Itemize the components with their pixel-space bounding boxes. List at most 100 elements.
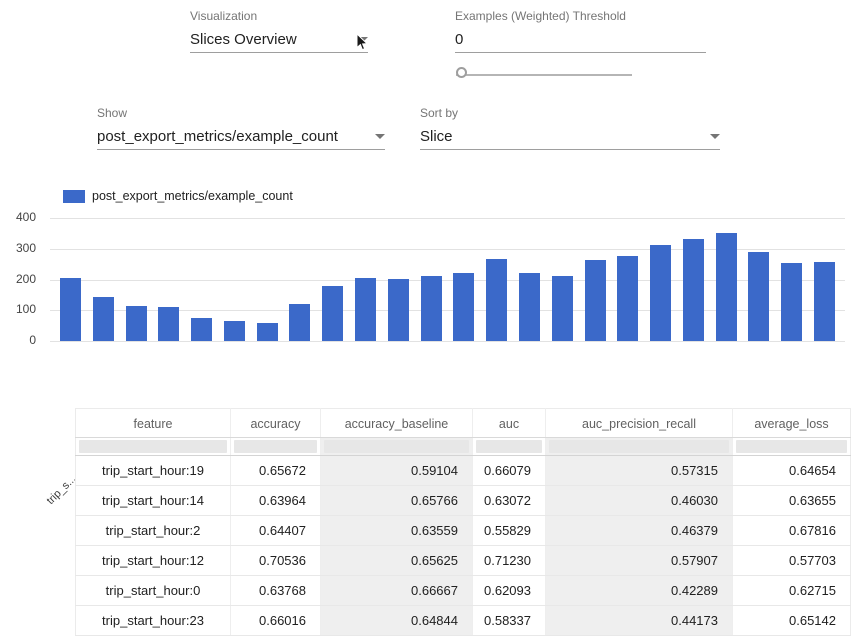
metric-cell: 0.64844 (320, 605, 473, 636)
show-select[interactable]: post_export_metrics/example_count (97, 128, 385, 150)
feature-cell: trip_start_hour:2 (75, 515, 231, 546)
table-row: trip_start_hour:14 0.63964 0.65766 0.63072 0… (75, 485, 851, 516)
metric-cell: 0.70536 (230, 545, 321, 576)
y-tick-label: 0 (29, 333, 36, 347)
column-filter-input[interactable] (79, 440, 227, 453)
column-filter-input[interactable] (234, 440, 317, 453)
column-header-feature[interactable]: feature (75, 408, 231, 438)
table-header-row: feature accuracy accuracy_baseline auc auc_p… (75, 408, 851, 438)
feature-cell: trip_start_hour:19 (75, 455, 231, 486)
y-tick-label: 300 (15, 240, 36, 255)
chevron-down-icon[interactable] (358, 37, 368, 42)
threshold-input[interactable]: 0 (455, 31, 706, 53)
column-filter-input[interactable] (549, 440, 729, 453)
chart-bar (60, 277, 81, 341)
metric-cell: 0.65142 (732, 605, 851, 636)
chevron-down-icon[interactable] (710, 134, 720, 139)
filter-cell (472, 437, 546, 456)
metric-cell: 0.44173 (545, 605, 733, 636)
table-row: trip_start_hour:2 0.64407 0.63559 0.55829 0.… (75, 515, 851, 546)
sort-by-select[interactable]: Slice (420, 128, 720, 150)
threshold-input-value: 0 (455, 31, 464, 48)
metric-cell: 0.63964 (230, 485, 321, 516)
metric-cell: 0.63655 (732, 485, 851, 516)
legend-swatch (63, 189, 85, 203)
metric-cell: 0.63768 (230, 575, 321, 606)
chart-bar (256, 322, 278, 341)
chevron-down-icon[interactable] (375, 134, 385, 139)
feature-cell: trip_start_hour:0 (75, 575, 231, 606)
filter-cell (545, 437, 733, 456)
chart-bar (650, 244, 672, 341)
gridline (50, 248, 845, 250)
metrics-table: feature accuracy accuracy_baseline auc auc_p… (75, 408, 851, 636)
threshold-slider[interactable] (456, 67, 632, 78)
gridline (50, 341, 845, 342)
chart-bar (551, 276, 573, 341)
metric-cell: 0.65672 (230, 455, 321, 486)
metric-cell: 0.65625 (320, 545, 473, 576)
y-tick-label: 100 (15, 302, 36, 317)
chart-bar (387, 278, 409, 341)
feature-cell: trip_start_hour:14 (75, 485, 231, 516)
chart-bar (486, 259, 508, 341)
show-select-value: post_export_metrics/example_count (97, 128, 338, 145)
chart-bar (715, 233, 737, 341)
visualization-select-value: Slices Overview (190, 31, 297, 48)
threshold-label: Examples (Weighted) Threshold (455, 9, 626, 23)
metric-cell: 0.64654 (732, 455, 851, 486)
y-axis: 0 100 200 300 400 (0, 210, 44, 347)
chart-bar (453, 272, 475, 341)
chart-bar (322, 286, 344, 341)
chart-bar (814, 262, 835, 341)
column-header-accuracy[interactable]: accuracy (230, 408, 321, 438)
metric-cell: 0.67816 (732, 515, 851, 546)
filter-row (75, 437, 851, 456)
chart-bar (518, 273, 540, 341)
slider-handle[interactable] (456, 67, 467, 78)
chart-bar (781, 263, 803, 341)
column-header-auc_precision_recall[interactable]: auc_precision_recall (545, 408, 733, 438)
metric-cell: 0.71230 (472, 545, 546, 576)
gridline (50, 310, 845, 312)
column-header-accuracy_baseline[interactable]: accuracy_baseline (320, 408, 473, 438)
chart-bar (223, 320, 245, 341)
metric-cell: 0.57907 (545, 545, 733, 576)
metric-cell: 0.63559 (320, 515, 473, 546)
metric-cell: 0.46379 (545, 515, 733, 546)
chart-legend: post_export_metrics/example_count (63, 189, 293, 203)
table-row: trip_start_hour:23 0.66016 0.64844 0.58337 0… (75, 605, 851, 636)
chart-bar (92, 297, 114, 341)
slider-track[interactable] (456, 67, 632, 78)
visualization-label: Visualization (190, 9, 258, 23)
chart-bar (289, 304, 311, 341)
feature-cell: trip_start_hour:12 (75, 545, 231, 576)
y-tick-label: 200 (15, 271, 36, 286)
chart-bar (682, 238, 704, 341)
metric-cell: 0.46030 (545, 485, 733, 516)
visualization-select[interactable]: Slices Overview (190, 31, 368, 53)
bar-chart (50, 218, 845, 342)
chart-bar (191, 317, 213, 341)
metric-cell: 0.66079 (472, 455, 546, 486)
column-header-auc[interactable]: auc (472, 408, 546, 438)
column-filter-input[interactable] (476, 440, 542, 453)
filter-cell (732, 437, 851, 456)
sort-by-label: Sort by (420, 106, 459, 120)
metric-cell: 0.65766 (320, 485, 473, 516)
feature-cell: trip_start_hour:23 (75, 605, 231, 636)
column-filter-input[interactable] (324, 440, 469, 453)
x-axis-label: trip_s... (44, 473, 79, 507)
filter-cell (230, 437, 321, 456)
column-filter-input[interactable] (736, 440, 847, 453)
column-header-average_loss[interactable]: average_loss (732, 408, 851, 438)
y-tick-label: 400 (15, 210, 36, 224)
chart-bar (420, 275, 442, 341)
metric-cell: 0.55829 (472, 515, 546, 546)
metric-cell: 0.42289 (545, 575, 733, 606)
metric-cell: 0.64407 (230, 515, 321, 546)
chart-bar (125, 306, 147, 341)
sort-by-select-value: Slice (420, 128, 453, 145)
filter-cell (75, 437, 231, 456)
metric-cell: 0.62093 (472, 575, 546, 606)
